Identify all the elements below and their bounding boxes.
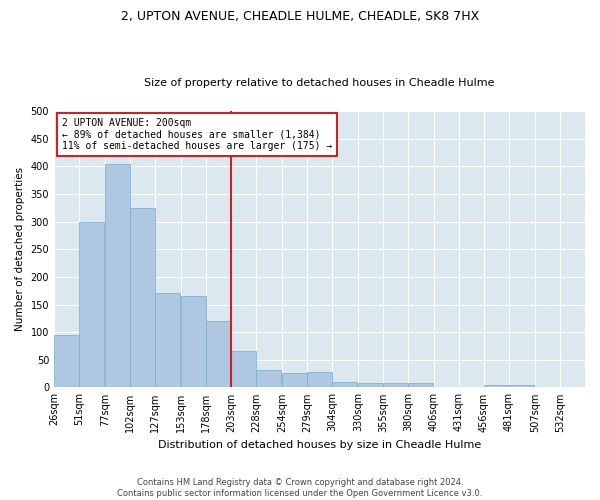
Text: 2 UPTON AVENUE: 200sqm
← 89% of detached houses are smaller (1,384)
11% of semi-: 2 UPTON AVENUE: 200sqm ← 89% of detached… <box>62 118 332 151</box>
Bar <box>155 294 180 388</box>
Bar <box>79 222 104 388</box>
Y-axis label: Number of detached properties: Number of detached properties <box>15 167 25 332</box>
Bar <box>434 387 459 388</box>
Title: Size of property relative to detached houses in Cheadle Hulme: Size of property relative to detached ho… <box>144 78 495 88</box>
Bar <box>535 387 560 388</box>
Bar <box>231 352 256 388</box>
Bar <box>509 384 534 388</box>
Bar <box>105 164 130 388</box>
Bar <box>307 372 332 388</box>
Bar <box>282 372 307 388</box>
Bar <box>54 335 79 388</box>
Bar <box>358 383 383 388</box>
Bar <box>484 384 509 388</box>
Bar <box>408 383 433 388</box>
Bar <box>383 383 408 388</box>
Text: 2, UPTON AVENUE, CHEADLE HULME, CHEADLE, SK8 7HX: 2, UPTON AVENUE, CHEADLE HULME, CHEADLE,… <box>121 10 479 23</box>
Bar <box>181 296 206 388</box>
Bar <box>130 208 155 388</box>
Text: Contains HM Land Registry data © Crown copyright and database right 2024.
Contai: Contains HM Land Registry data © Crown c… <box>118 478 482 498</box>
X-axis label: Distribution of detached houses by size in Cheadle Hulme: Distribution of detached houses by size … <box>158 440 481 450</box>
Bar <box>256 370 281 388</box>
Bar <box>332 382 357 388</box>
Bar <box>206 321 231 388</box>
